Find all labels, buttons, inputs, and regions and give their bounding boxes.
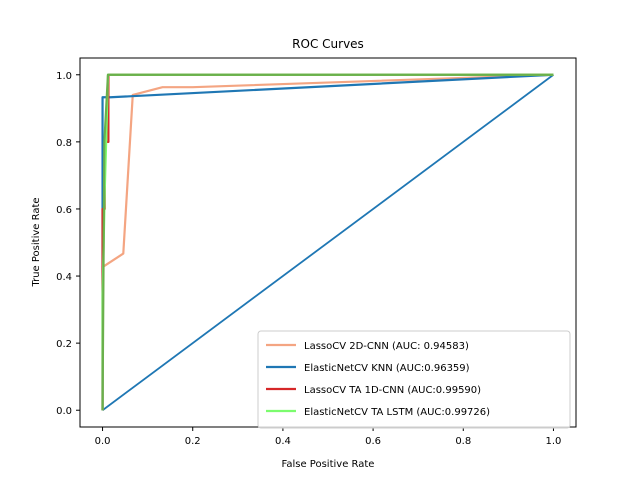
diagonal-reference-line bbox=[102, 74, 554, 411]
legend: LassoCV 2D-CNN (AUC: 0.94583) ElasticNetC… bbox=[257, 330, 571, 429]
plot-area bbox=[79, 57, 577, 428]
y-tick-label: 0.8 bbox=[56, 138, 72, 149]
y-tick-label: 0.2 bbox=[56, 339, 72, 350]
series-lines bbox=[101, 73, 554, 411]
x-tick-label: 0.8 bbox=[455, 436, 471, 447]
legend-entry-label: ElasticNetCV TA LSTM (AUC:0.99726) bbox=[304, 407, 490, 418]
y-axis-label: True Positive Rate bbox=[31, 197, 42, 287]
x-tick-label: 0.0 bbox=[95, 436, 111, 447]
legend-entry-label: ElasticNetCV KNN (AUC:0.96359) bbox=[304, 363, 470, 374]
y-tick-label: 0.6 bbox=[56, 205, 72, 216]
x-axis-ticks: 0.0 0.2 0.4 0.6 0.8 1.0 bbox=[95, 427, 562, 447]
x-tick-label: 1.0 bbox=[546, 436, 562, 447]
y-tick-label: 0.4 bbox=[56, 272, 72, 283]
x-tick-label: 0.2 bbox=[185, 436, 201, 447]
legend-entry-label: LassoCV 2D-CNN (AUC: 0.94583) bbox=[304, 341, 469, 352]
y-tick-label: 0.0 bbox=[56, 406, 72, 417]
legend-box bbox=[257, 330, 571, 429]
y-tick-label: 1.0 bbox=[56, 71, 72, 82]
x-axis-label: False Positive Rate bbox=[282, 459, 375, 470]
y-axis-ticks: 0.0 0.2 0.4 0.6 0.8 1.0 bbox=[56, 71, 80, 417]
series-line-5 bbox=[101, 73, 554, 411]
legend-entry-label: LassoCV TA 1D-CNN (AUC:0.99590) bbox=[304, 385, 481, 396]
x-tick-label: 0.4 bbox=[275, 436, 291, 447]
x-tick-label: 0.6 bbox=[365, 436, 381, 447]
chart-title: ROC Curves bbox=[292, 37, 364, 51]
